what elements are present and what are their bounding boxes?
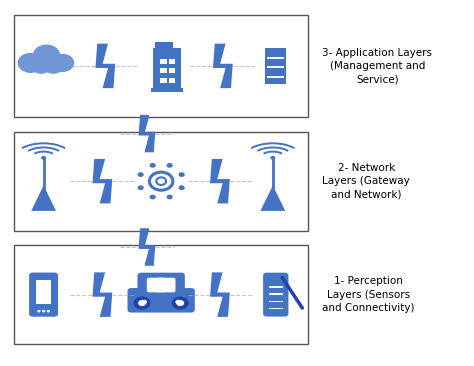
Circle shape [137, 172, 144, 177]
Circle shape [42, 310, 46, 313]
FancyBboxPatch shape [169, 59, 175, 64]
FancyBboxPatch shape [155, 42, 161, 48]
Text: 3- Application Layers
(Management and
Service): 3- Application Layers (Management and Se… [322, 48, 432, 84]
Circle shape [33, 45, 60, 66]
Circle shape [176, 300, 184, 306]
Polygon shape [261, 186, 285, 211]
FancyBboxPatch shape [269, 293, 283, 295]
Text: 1- Perception
Layers (Sensors
and Connectivity): 1- Perception Layers (Sensors and Connec… [322, 276, 415, 313]
Circle shape [41, 156, 46, 160]
Polygon shape [31, 186, 56, 211]
Polygon shape [95, 44, 115, 88]
FancyBboxPatch shape [128, 288, 195, 313]
Circle shape [179, 172, 185, 177]
Circle shape [166, 163, 173, 168]
FancyBboxPatch shape [269, 300, 283, 302]
FancyBboxPatch shape [169, 68, 175, 74]
Circle shape [179, 185, 185, 190]
FancyBboxPatch shape [36, 280, 51, 304]
FancyBboxPatch shape [267, 56, 284, 59]
Circle shape [37, 310, 41, 313]
FancyBboxPatch shape [167, 42, 173, 48]
Circle shape [141, 300, 147, 304]
Circle shape [150, 195, 156, 199]
Polygon shape [210, 159, 230, 203]
Circle shape [46, 310, 50, 313]
Polygon shape [138, 228, 155, 266]
Circle shape [134, 296, 151, 310]
FancyBboxPatch shape [153, 48, 181, 88]
Circle shape [42, 57, 64, 74]
Polygon shape [92, 159, 112, 203]
FancyBboxPatch shape [269, 308, 283, 310]
FancyBboxPatch shape [160, 68, 167, 74]
FancyBboxPatch shape [29, 273, 58, 317]
FancyBboxPatch shape [269, 286, 283, 288]
Polygon shape [213, 44, 233, 88]
FancyBboxPatch shape [161, 42, 167, 48]
FancyBboxPatch shape [160, 59, 167, 64]
Circle shape [22, 59, 39, 72]
FancyBboxPatch shape [267, 76, 284, 78]
Polygon shape [138, 115, 155, 152]
FancyBboxPatch shape [141, 291, 181, 293]
Circle shape [30, 57, 52, 74]
Circle shape [137, 185, 144, 190]
Circle shape [166, 195, 173, 199]
FancyBboxPatch shape [169, 78, 175, 83]
Text: 2- Network
Layers (Gateway
and Network): 2- Network Layers (Gateway and Network) [322, 163, 410, 199]
Polygon shape [92, 272, 112, 317]
FancyBboxPatch shape [147, 278, 166, 292]
FancyBboxPatch shape [265, 48, 286, 84]
FancyBboxPatch shape [137, 273, 185, 295]
FancyBboxPatch shape [263, 273, 289, 317]
Circle shape [51, 54, 74, 72]
Circle shape [172, 296, 189, 310]
Circle shape [270, 156, 275, 160]
FancyBboxPatch shape [14, 245, 308, 344]
Circle shape [55, 60, 70, 72]
Circle shape [301, 307, 304, 309]
Polygon shape [210, 272, 230, 317]
FancyBboxPatch shape [160, 78, 167, 83]
FancyBboxPatch shape [14, 132, 308, 231]
FancyBboxPatch shape [151, 88, 183, 92]
Polygon shape [139, 116, 155, 151]
Circle shape [175, 300, 181, 304]
FancyBboxPatch shape [14, 15, 308, 117]
Circle shape [18, 53, 44, 73]
Circle shape [138, 300, 146, 306]
FancyBboxPatch shape [156, 278, 175, 292]
Polygon shape [139, 229, 155, 265]
Circle shape [150, 163, 156, 168]
FancyBboxPatch shape [267, 66, 284, 68]
